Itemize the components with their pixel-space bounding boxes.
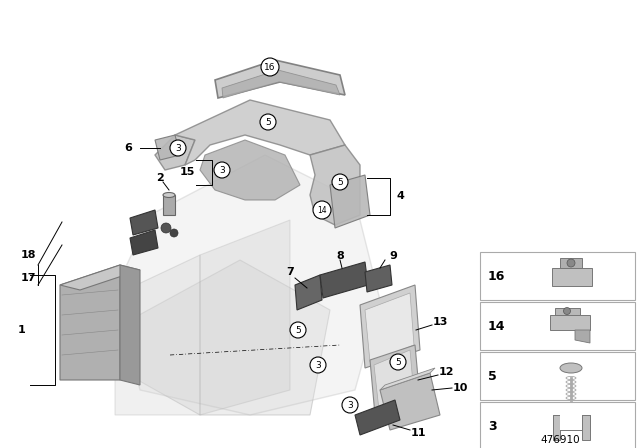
Circle shape	[567, 259, 575, 267]
FancyBboxPatch shape	[480, 252, 635, 300]
Polygon shape	[115, 155, 380, 415]
Text: 5: 5	[265, 117, 271, 126]
Polygon shape	[155, 135, 180, 160]
Text: 8: 8	[336, 251, 344, 261]
Circle shape	[170, 229, 178, 237]
Polygon shape	[120, 260, 330, 415]
Text: 17: 17	[20, 273, 36, 283]
Polygon shape	[310, 145, 360, 225]
Text: 2: 2	[156, 173, 164, 183]
Circle shape	[342, 397, 358, 413]
Polygon shape	[365, 265, 392, 292]
Bar	[163, 195, 175, 215]
Text: 14: 14	[488, 319, 506, 332]
Text: 10: 10	[452, 383, 468, 393]
Text: 11: 11	[410, 428, 426, 438]
Circle shape	[260, 114, 276, 130]
Text: 12: 12	[438, 367, 454, 377]
Polygon shape	[553, 415, 560, 440]
Ellipse shape	[163, 193, 175, 198]
Polygon shape	[370, 345, 420, 415]
Polygon shape	[60, 265, 120, 380]
Ellipse shape	[560, 363, 582, 373]
Text: 5: 5	[337, 177, 343, 186]
Text: 15: 15	[179, 167, 195, 177]
Polygon shape	[550, 315, 590, 330]
Text: 7: 7	[286, 267, 294, 277]
Circle shape	[290, 322, 306, 338]
Circle shape	[261, 58, 279, 76]
Polygon shape	[155, 135, 195, 170]
Text: 14: 14	[317, 206, 327, 215]
Polygon shape	[130, 210, 158, 235]
Polygon shape	[320, 262, 368, 298]
Polygon shape	[222, 70, 340, 98]
Polygon shape	[115, 255, 200, 415]
Polygon shape	[215, 60, 345, 98]
Text: 5: 5	[295, 326, 301, 335]
Circle shape	[313, 201, 331, 219]
Text: 18: 18	[20, 250, 36, 260]
Circle shape	[161, 223, 171, 233]
Polygon shape	[355, 400, 400, 435]
Circle shape	[310, 357, 326, 373]
Text: 3: 3	[315, 361, 321, 370]
Polygon shape	[380, 373, 440, 430]
Polygon shape	[553, 415, 590, 430]
Polygon shape	[130, 230, 158, 255]
Circle shape	[214, 162, 230, 178]
Polygon shape	[582, 415, 590, 440]
Text: 3: 3	[219, 165, 225, 175]
Polygon shape	[552, 268, 592, 286]
Circle shape	[563, 307, 570, 314]
Text: 5: 5	[395, 358, 401, 366]
Text: 476910: 476910	[540, 435, 580, 445]
Circle shape	[390, 354, 406, 370]
Polygon shape	[560, 415, 582, 430]
Text: 9: 9	[389, 251, 397, 261]
Polygon shape	[575, 330, 590, 343]
Text: 3: 3	[175, 143, 181, 152]
Polygon shape	[560, 258, 582, 268]
Text: 13: 13	[432, 317, 448, 327]
Polygon shape	[200, 220, 290, 415]
Text: 3: 3	[347, 401, 353, 409]
Polygon shape	[175, 100, 345, 165]
Polygon shape	[295, 275, 322, 310]
Polygon shape	[200, 140, 300, 200]
Polygon shape	[120, 265, 140, 385]
Text: 16: 16	[264, 63, 276, 72]
Polygon shape	[330, 175, 370, 228]
Text: 1: 1	[18, 325, 26, 335]
FancyBboxPatch shape	[480, 302, 635, 350]
FancyBboxPatch shape	[480, 402, 635, 448]
Text: 4: 4	[396, 191, 404, 201]
Polygon shape	[555, 308, 580, 315]
Polygon shape	[60, 265, 140, 290]
Polygon shape	[365, 293, 414, 362]
Polygon shape	[374, 350, 414, 410]
FancyBboxPatch shape	[480, 352, 635, 400]
Text: 16: 16	[488, 270, 506, 283]
Circle shape	[332, 174, 348, 190]
Circle shape	[170, 140, 186, 156]
Text: 3: 3	[488, 419, 497, 432]
Polygon shape	[360, 285, 420, 368]
Text: 6: 6	[124, 143, 132, 153]
Text: 5: 5	[488, 370, 497, 383]
Polygon shape	[380, 368, 435, 390]
